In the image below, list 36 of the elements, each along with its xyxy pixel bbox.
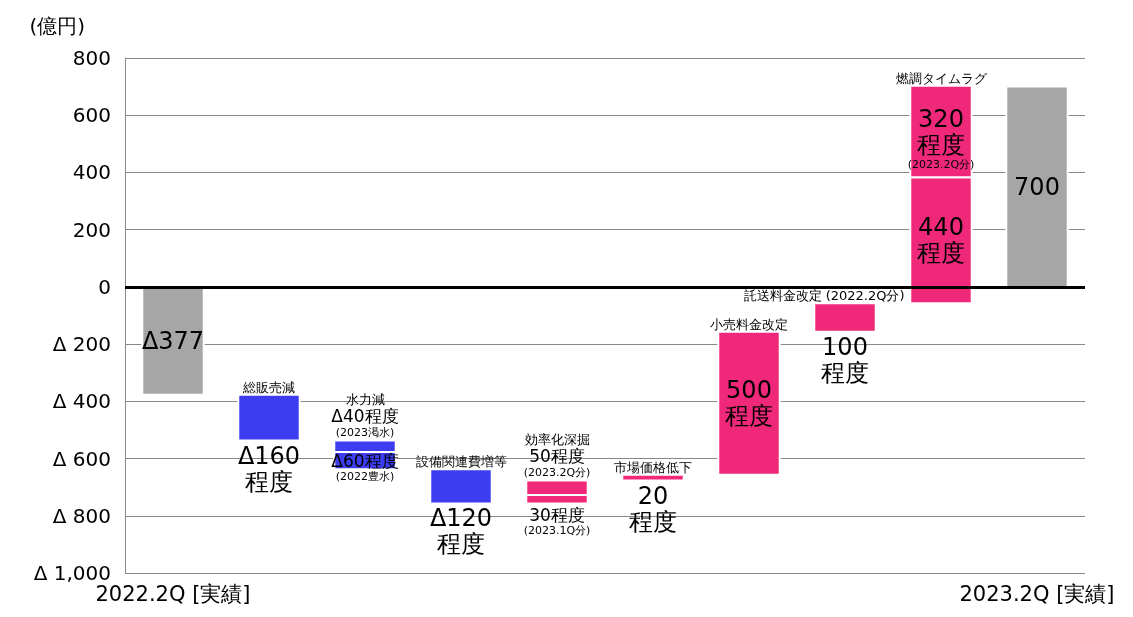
- x-tick-label: 効率化深掘: [524, 431, 590, 447]
- bar: [429, 468, 493, 505]
- x-tick-label: 設備関連費増等: [415, 454, 507, 470]
- bar: [1005, 85, 1069, 288]
- y-tick-label: 400: [72, 160, 111, 185]
- y-tick-label: 800: [72, 46, 111, 70]
- x-tick-label: 水力減: [345, 391, 385, 407]
- y-tick-label: Δ 800: [52, 503, 111, 528]
- data-label: Δ120 程度: [429, 504, 493, 559]
- x-tick-label: 総販売減: [242, 379, 295, 395]
- data-label: 440 程度: [917, 213, 965, 268]
- data-label: Δ160 程度: [237, 441, 301, 496]
- data-label: 50程度 (2023.2Q分): [523, 446, 591, 479]
- x-tick-label: 小売料金改定: [710, 316, 788, 332]
- data-label: Δ377: [141, 326, 205, 355]
- y-tick-label: 200: [72, 217, 111, 242]
- data-label: 100 程度: [821, 332, 869, 387]
- x-tick-label: 託送料金改定 (2022.2Q分): [743, 288, 905, 304]
- data-label: 700: [1014, 172, 1060, 201]
- y-tick-label: Δ 400: [52, 389, 111, 414]
- bar: [717, 330, 781, 476]
- y-tick-label: 0: [98, 274, 111, 299]
- y-tick-label: Δ 200: [52, 332, 111, 357]
- bar: [621, 473, 685, 482]
- y-tick-label: Δ 600: [52, 446, 111, 471]
- data-label: Δ40程度 (2023渇水): [331, 406, 399, 439]
- x-tick-label: 2023.2Q [実績]: [959, 581, 1115, 606]
- data-label: 20 程度: [629, 481, 677, 536]
- data-label: 30程度 (2023.1Q分): [523, 504, 591, 538]
- x-tick-label: 市場価格低下: [614, 459, 692, 475]
- y-tick-label: 600: [72, 103, 111, 128]
- x-tick-label: 燃調タイムラグ: [895, 70, 988, 86]
- bar: [237, 393, 301, 442]
- y-axis-title: (億円): [29, 14, 85, 38]
- data-label: 500 程度: [725, 376, 773, 431]
- bar: [813, 302, 877, 333]
